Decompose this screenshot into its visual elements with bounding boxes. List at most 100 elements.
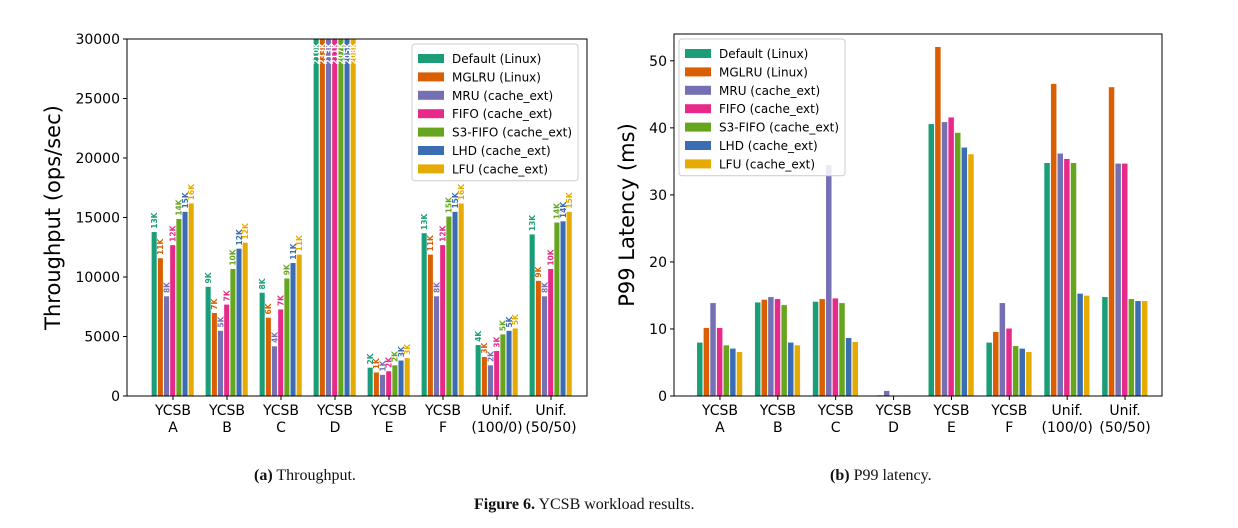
bar-s3-fifo-cache-ext	[1012, 345, 1019, 397]
bar-mglru-linux	[934, 46, 942, 397]
bar-data-label: 14K	[175, 198, 184, 215]
legend-swatch-mru-cache-ext	[685, 85, 711, 95]
bar-lfu-cache-ext	[458, 202, 465, 397]
bar-lfu-cache-ext	[851, 341, 859, 397]
bar-lhd-cache-ext	[452, 211, 459, 397]
y-tick-label: 25000	[75, 92, 120, 108]
x-tick-label: Unif.	[535, 403, 566, 419]
x-tick-label: C	[831, 420, 841, 436]
bar-default-linux	[151, 231, 158, 397]
bar-lfu-cache-ext	[566, 211, 573, 397]
bar-mru-cache-ext	[1057, 153, 1064, 397]
legend-box	[411, 43, 579, 182]
x-tick-label: A	[715, 420, 725, 436]
bar-default-linux	[985, 342, 993, 397]
y-tick-label: 40	[649, 121, 667, 137]
bar-s3-fifo-cache-ext	[838, 302, 846, 397]
legend-entry-mglru-linux: MGLRU (Linux)	[452, 70, 541, 84]
bar-lfu-cache-ext	[188, 202, 195, 397]
bar-fifo-cache-ext	[547, 268, 554, 397]
bar-default-linux	[313, 38, 320, 397]
legend-box	[678, 38, 846, 177]
bar-lfu-cache-ext	[1025, 351, 1033, 397]
x-tick-label: (100/0)	[1042, 420, 1093, 436]
legend-swatch-lfu-cache-ext	[685, 159, 711, 169]
y-tick-label: 30000	[75, 32, 120, 48]
bar-data-label: 13K	[150, 211, 159, 228]
bar-mglru-linux	[427, 254, 434, 397]
x-tick-label: YCSB	[424, 403, 461, 419]
bar-data-label: 208K	[349, 42, 358, 65]
bar-s3-fifo-cache-ext	[1128, 298, 1135, 397]
bar-mglru-linux	[157, 257, 164, 397]
bar-s3-fifo-cache-ext	[391, 364, 398, 397]
bar-fifo-cache-ext	[1121, 163, 1129, 397]
bar-data-label: 6K	[264, 302, 273, 314]
bar-default-linux	[696, 342, 704, 397]
bar-data-label: 16K	[457, 183, 466, 200]
bar-data-label: 15K	[181, 191, 190, 208]
legend-entry-fifo-cache-ext: FIFO (cache_ext)	[719, 102, 819, 116]
y-tick-label: 15000	[75, 211, 120, 227]
bar-data-label: 213K	[324, 42, 333, 65]
bar-mglru-linux	[818, 298, 826, 397]
bar-data-label: 14K	[559, 201, 568, 218]
legend-swatch-s3-fifo-cache-ext	[685, 122, 711, 132]
bar-mglru-linux	[535, 280, 542, 397]
bar-mglru-linux	[265, 317, 272, 397]
bar-default-linux	[754, 301, 761, 397]
bar-data-label: 1K	[378, 359, 387, 371]
x-tick-label: C	[276, 420, 286, 436]
bar-data-label: 205K	[343, 42, 352, 65]
legend-swatch-s3-fifo-cache-ext	[418, 127, 444, 137]
bar-lhd-cache-ext	[1018, 348, 1026, 397]
bar-mru-cache-ext	[541, 295, 548, 397]
bar-fifo-cache-ext	[385, 370, 392, 397]
bar-mru-cache-ext	[217, 330, 224, 397]
bar-data-label: 10K	[547, 248, 556, 265]
x-tick-label: YCSB	[875, 403, 912, 419]
legend-swatch-lfu-cache-ext	[418, 164, 444, 174]
x-tick-label: YCSB	[759, 403, 796, 419]
subcaption-latency-label: (b)	[830, 467, 850, 484]
y-tick-label: 0	[658, 389, 667, 405]
bar-default-linux	[1043, 162, 1051, 397]
bar-data-label: 12K	[439, 224, 448, 241]
legend-entry-mru-cache-ext: MRU (cache_ext)	[719, 84, 820, 98]
x-tick-label: E	[947, 420, 956, 436]
bar-fifo-cache-ext	[947, 116, 955, 397]
bar-fifo-cache-ext	[1005, 328, 1013, 397]
bar-data-label: 13K	[528, 214, 537, 231]
bar-mru-cache-ext	[325, 38, 332, 397]
bar-data-label: 2K	[391, 350, 400, 362]
bar-mru-cache-ext	[709, 302, 717, 397]
bar-s3-fifo-cache-ext	[1070, 162, 1077, 397]
bar-lhd-cache-ext	[398, 360, 405, 397]
y-tick-label: 0	[111, 389, 120, 405]
latency-chart: 01020304050YCSBAYCSBBYCSBCYCSBDYCSBEYCSB…	[615, 33, 1163, 436]
bar-lfu-cache-ext	[512, 327, 519, 397]
bar-data-label: 8K	[540, 281, 549, 293]
bar-mru-cache-ext	[825, 164, 833, 397]
bar-data-label: 13K	[420, 213, 429, 230]
y-tick-label: 20	[649, 255, 667, 271]
bar-mru-cache-ext	[379, 374, 386, 397]
bar-data-label: 233K	[318, 42, 327, 65]
x-tick-label: A	[168, 420, 178, 436]
bar-data-label: 14K	[553, 202, 562, 219]
bar-fifo-cache-ext	[493, 350, 500, 397]
bar-lhd-cache-ext	[787, 342, 794, 397]
plot-frame	[673, 33, 1163, 397]
legend-entry-default-linux: Default (Linux)	[452, 52, 541, 66]
x-tick-label: Unif.	[1109, 403, 1140, 419]
bar-lhd-cache-ext	[729, 348, 737, 397]
bar-mru-cache-ext	[487, 364, 494, 397]
bar-data-label: 9K	[283, 263, 292, 275]
bar-data-label: 2K	[366, 352, 375, 364]
bar-s3-fifo-cache-ext	[722, 344, 730, 397]
bar-default-linux	[529, 233, 536, 397]
bar-mglru-linux	[992, 331, 1000, 397]
bar-data-label: 1K	[372, 357, 381, 369]
bar-s3-fifo-cache-ext	[337, 38, 344, 397]
